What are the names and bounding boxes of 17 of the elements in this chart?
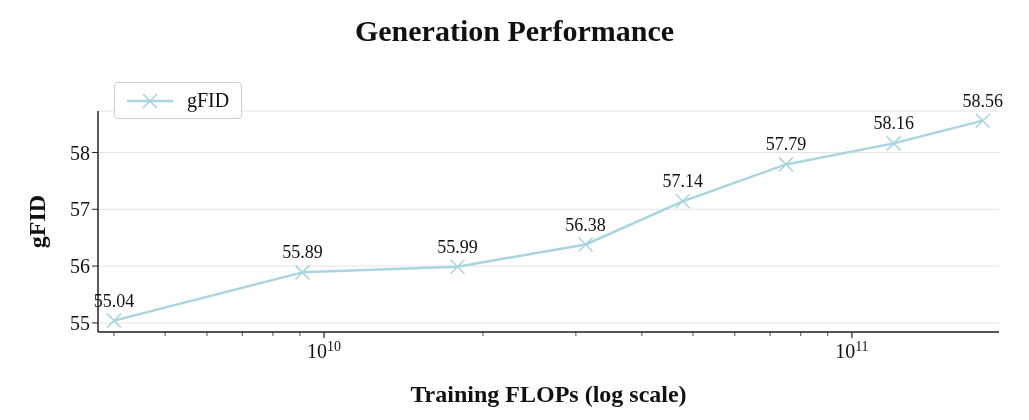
y-tick-label: 58	[70, 141, 90, 164]
chart-title: Generation Performance	[353, 13, 675, 49]
data-label: 58.56	[962, 90, 1003, 111]
y-tick-label: 55	[70, 312, 90, 335]
y-tick-label: 56	[70, 255, 90, 278]
x-tick-label: 10$^{11}$	[835, 338, 869, 362]
data-label: 55.89	[282, 242, 323, 263]
x-tick-label: 10$^{10}$	[307, 338, 342, 362]
data-label: 56.38	[565, 214, 606, 235]
x-axis-title: Training FLOPs (log scale)	[410, 381, 687, 407]
data-label: 57.79	[765, 134, 807, 155]
y-tick-label: 57	[70, 198, 90, 221]
data-label: 57.14	[662, 171, 703, 192]
data-label: 55.99	[437, 236, 478, 257]
legend-label: gFID	[187, 89, 230, 112]
y-axis-title: gFID	[23, 194, 50, 249]
data-label: 58.16	[873, 113, 914, 134]
